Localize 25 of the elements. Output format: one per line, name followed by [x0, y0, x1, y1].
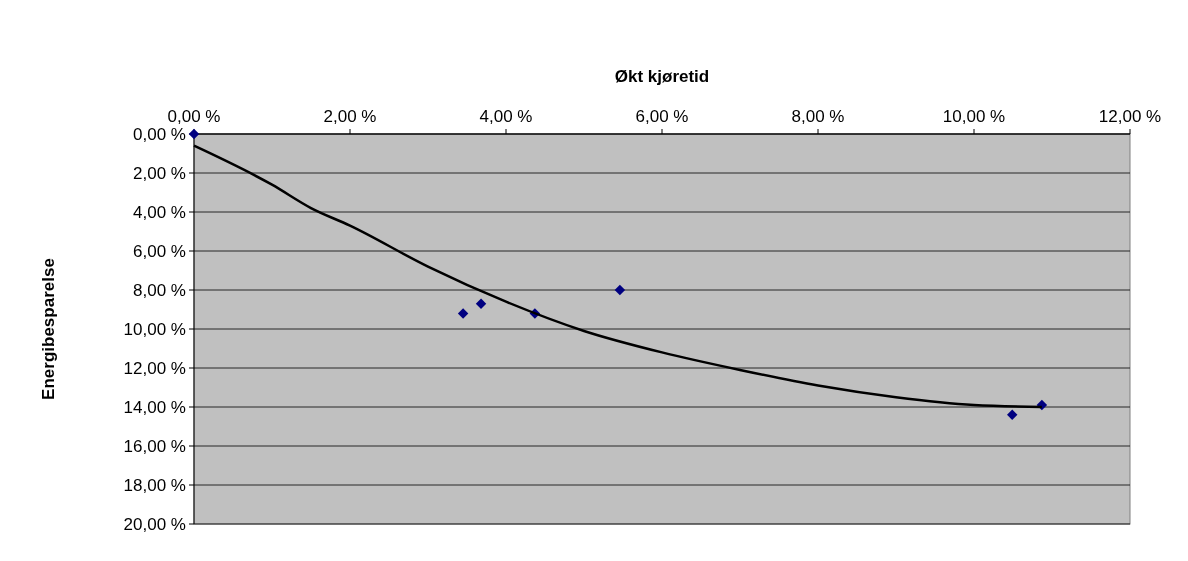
y-tick-label: 8,00 %	[133, 280, 186, 300]
y-tick-label: 4,00 %	[133, 202, 186, 222]
x-axis-title: Økt kjøretid	[614, 67, 710, 86]
y-tick-label: 0,00 %	[133, 124, 186, 144]
y-axis-title: Energibesparelse	[39, 258, 58, 400]
x-tick-label: 10,00 %	[942, 107, 1006, 126]
x-tick-label: 12,00 %	[1098, 107, 1162, 126]
x-tick-label: 0,00 %	[167, 107, 221, 126]
x-tick-label: 2,00 %	[323, 107, 377, 126]
y-tick-label: 20,00 %	[123, 514, 186, 534]
y-tick-label: 16,00 %	[123, 436, 186, 456]
point	[457, 308, 469, 319]
y-tick-label: 2,00 %	[133, 163, 186, 183]
point	[1006, 409, 1018, 421]
y-tick-label: 18,00 %	[123, 475, 186, 495]
point	[188, 128, 200, 140]
x-tick-label: 4,00 %	[479, 107, 533, 126]
y-tick-label: 14,00 %	[123, 397, 186, 417]
y-tick-label: 12,00 %	[123, 358, 186, 378]
point	[475, 298, 487, 309]
point	[614, 284, 626, 296]
y-tick-label: 6,00 %	[133, 241, 186, 261]
x-tick-label: 6,00 %	[635, 107, 689, 126]
x-tick-label: 8,00 %	[791, 107, 845, 126]
y-tick-label: 10,00 %	[123, 319, 186, 339]
